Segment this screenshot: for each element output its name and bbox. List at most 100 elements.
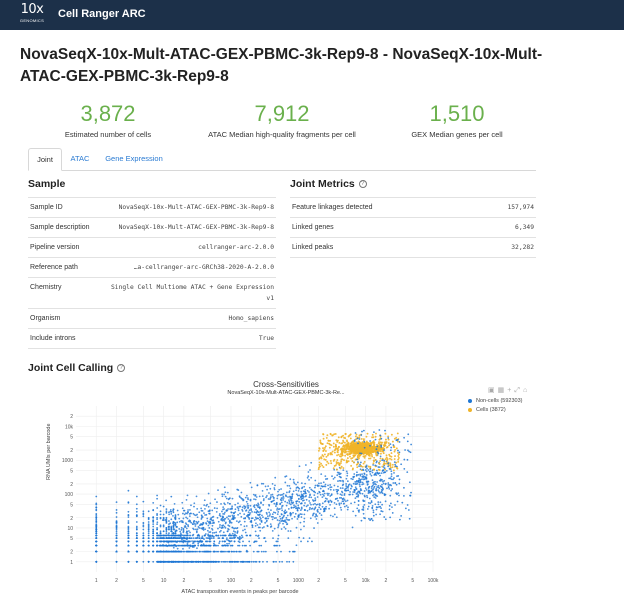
data-point-noncell [273, 499, 275, 502]
tab-joint[interactable]: Joint [28, 148, 62, 171]
data-point-noncell [231, 497, 234, 500]
data-point-cell [363, 449, 366, 452]
data-point-noncell [156, 537, 158, 540]
data-point-noncell [206, 529, 209, 532]
data-point-cell [382, 463, 385, 466]
data-point-noncell [289, 514, 292, 517]
data-point-noncell [170, 495, 173, 498]
data-point-noncell [162, 505, 165, 508]
data-point-cell [371, 433, 374, 436]
data-point-noncell [348, 483, 351, 486]
data-point-noncell [237, 502, 239, 505]
data-point-noncell [343, 505, 346, 508]
tab-gene-expression[interactable]: Gene Expression [105, 154, 163, 163]
data-point-noncell [303, 513, 306, 516]
data-point-cell [350, 464, 353, 467]
data-point-noncell [217, 544, 219, 547]
data-point-noncell [362, 500, 365, 503]
data-point-noncell [325, 505, 328, 508]
data-point-noncell [371, 519, 374, 522]
data-point-noncell [296, 494, 299, 497]
data-point-noncell [295, 544, 298, 547]
data-point-noncell [326, 498, 328, 500]
data-point-noncell [127, 516, 130, 518]
data-point-cell [378, 443, 381, 446]
data-point-noncell [165, 528, 168, 531]
data-point-noncell [252, 493, 255, 496]
data-point-noncell [206, 520, 209, 523]
data-point-noncell [225, 497, 228, 500]
data-point-noncell [279, 502, 282, 505]
data-point-noncell [279, 517, 282, 520]
data-point-noncell [228, 539, 231, 542]
data-point-noncell [177, 550, 180, 553]
camera-icon[interactable]: ▣ [488, 387, 498, 394]
data-point-noncell [142, 522, 145, 524]
data-point-noncell [247, 560, 250, 563]
data-point-noncell [334, 498, 337, 501]
data-point-noncell [186, 494, 189, 497]
data-point-cell [359, 464, 362, 467]
data-point-noncell [208, 527, 211, 529]
data-point-noncell [358, 477, 361, 480]
data-point-noncell [315, 503, 318, 506]
data-point-noncell [407, 433, 410, 436]
data-point-noncell [246, 503, 249, 505]
data-point-noncell [269, 513, 271, 516]
data-point-noncell [197, 544, 200, 547]
data-point-cell [350, 448, 353, 451]
tab-atac[interactable]: ATAC [70, 154, 90, 163]
kpi-gex-genes: 1,510 GEX Median genes per cell [405, 102, 509, 140]
data-point-cell [375, 454, 378, 457]
data-point-noncell [372, 482, 374, 484]
home-icon[interactable]: ⌂ [522, 387, 531, 394]
legend-item-noncells[interactable]: Non-cells (592303) [468, 397, 522, 406]
10x-genomics-logo[interactable]: 10x GENOMICS [18, 2, 46, 28]
data-point-noncell [174, 540, 177, 543]
data-point-noncell [197, 542, 200, 545]
data-point-noncell [163, 540, 166, 543]
data-point-noncell [338, 504, 341, 506]
autoscale-icon[interactable]: ⤢ [514, 387, 523, 394]
cross-sensitivity-plot[interactable]: 1 2 5 10 2 5 100 2 5 1000 2 5 10k 2 5 100k1251025100251… [58, 398, 458, 588]
data-point-cell [381, 465, 384, 468]
data-point-noncell [389, 449, 392, 452]
zoom-box-icon[interactable]: ▦ [497, 387, 508, 394]
data-point-noncell [232, 517, 235, 520]
data-point-noncell [347, 506, 349, 509]
data-point-noncell [384, 429, 386, 432]
data-point-noncell [165, 560, 168, 563]
data-point-noncell [246, 494, 248, 497]
data-point-noncell [168, 550, 170, 553]
data-point-cell [344, 449, 347, 452]
data-point-noncell [378, 487, 381, 490]
data-point-noncell [221, 493, 224, 496]
data-point-noncell [186, 543, 189, 546]
question-circle-icon[interactable]: ? [358, 180, 367, 189]
data-point-noncell [272, 511, 275, 514]
plot-points [95, 429, 413, 563]
data-point-noncell [333, 513, 336, 516]
data-point-noncell [250, 517, 253, 520]
data-point-noncell [115, 521, 118, 523]
plus-icon[interactable]: + [507, 387, 515, 394]
data-point-noncell [236, 536, 239, 539]
data-point-noncell [194, 550, 197, 553]
data-point-noncell [163, 537, 166, 540]
data-point-noncell [160, 534, 163, 537]
question-circle-icon[interactable]: ? [117, 364, 126, 373]
data-point-cell [320, 462, 323, 465]
data-point-noncell [260, 550, 263, 553]
data-point-cell [332, 467, 335, 470]
data-point-noncell [282, 499, 284, 501]
data-point-noncell [406, 471, 409, 474]
data-point-noncell [161, 550, 164, 553]
data-point-noncell [295, 493, 298, 496]
data-point-noncell [207, 521, 210, 524]
data-point-noncell [135, 525, 138, 528]
data-point-noncell [135, 537, 138, 540]
data-point-cell [339, 448, 342, 451]
data-point-cell [381, 450, 384, 453]
legend-item-cells[interactable]: Cells (3872) [468, 406, 522, 415]
data-point-noncell [230, 537, 233, 540]
